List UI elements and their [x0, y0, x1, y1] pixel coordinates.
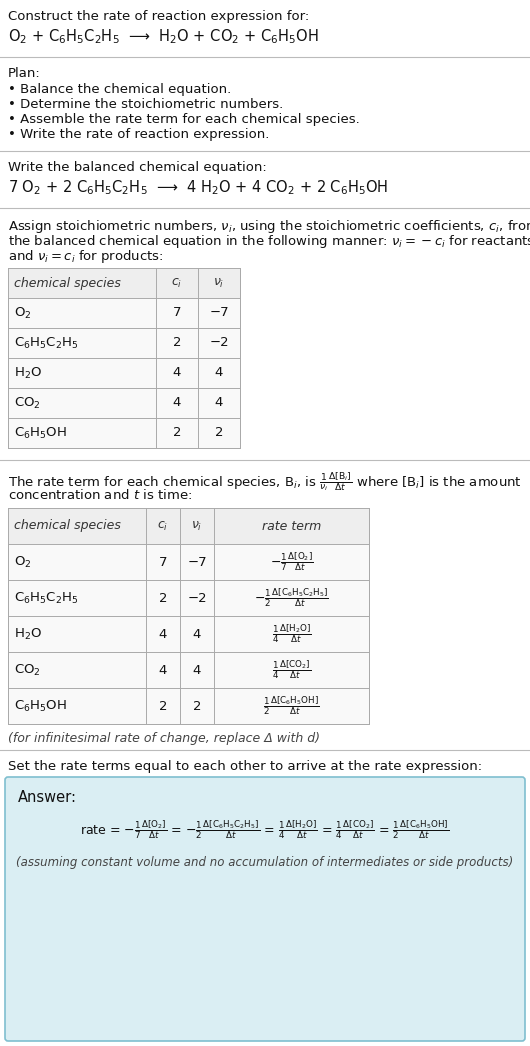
Text: C$_6$H$_5$C$_2$H$_5$: C$_6$H$_5$C$_2$H$_5$ — [14, 590, 78, 606]
Bar — [8, 508, 369, 724]
Text: 7: 7 — [159, 555, 167, 568]
Text: $\nu_i$: $\nu_i$ — [213, 276, 225, 290]
Text: O$_2$: O$_2$ — [14, 554, 31, 570]
Text: Plan:: Plan: — [8, 67, 41, 79]
Text: O$_2$: O$_2$ — [14, 305, 31, 320]
Text: −2: −2 — [209, 337, 229, 349]
Text: 2: 2 — [159, 700, 167, 712]
Text: 7 O$_2$ + 2 C$_6$H$_5$C$_2$H$_5$  ⟶  4 H$_2$O + 4 CO$_2$ + 2 C$_6$H$_5$OH: 7 O$_2$ + 2 C$_6$H$_5$C$_2$H$_5$ ⟶ 4 H$_… — [8, 178, 388, 197]
Text: O$_2$ + C$_6$H$_5$C$_2$H$_5$  ⟶  H$_2$O + CO$_2$ + C$_6$H$_5$OH: O$_2$ + C$_6$H$_5$C$_2$H$_5$ ⟶ H$_2$O + … — [8, 27, 319, 46]
Text: and $\nu_i = c_i$ for products:: and $\nu_i = c_i$ for products: — [8, 248, 164, 265]
Text: −7: −7 — [209, 306, 229, 319]
Text: 2: 2 — [173, 337, 181, 349]
Text: the balanced chemical equation in the following manner: $\nu_i = -c_i$ for react: the balanced chemical equation in the fo… — [8, 233, 530, 250]
Text: 4: 4 — [193, 663, 201, 677]
Text: 7: 7 — [173, 306, 181, 319]
Text: 4: 4 — [173, 366, 181, 380]
Text: CO$_2$: CO$_2$ — [14, 662, 41, 678]
Text: Set the rate terms equal to each other to arrive at the rate expression:: Set the rate terms equal to each other t… — [8, 760, 482, 773]
Text: $c_i$: $c_i$ — [171, 276, 183, 290]
Text: 2: 2 — [193, 700, 201, 712]
Text: −7: −7 — [187, 555, 207, 568]
FancyBboxPatch shape — [5, 777, 525, 1041]
Text: $-\frac{1}{7}\frac{\Delta[\mathrm{O}_2]}{\Delta t}$: $-\frac{1}{7}\frac{\Delta[\mathrm{O}_2]}… — [270, 550, 313, 573]
Text: rate term: rate term — [262, 520, 321, 532]
Text: C$_6$H$_5$OH: C$_6$H$_5$OH — [14, 699, 67, 713]
Text: Write the balanced chemical equation:: Write the balanced chemical equation: — [8, 161, 267, 174]
Text: • Balance the chemical equation.: • Balance the chemical equation. — [8, 83, 231, 96]
Text: • Assemble the rate term for each chemical species.: • Assemble the rate term for each chemic… — [8, 113, 360, 126]
Bar — [8, 268, 240, 298]
Text: Assign stoichiometric numbers, $\nu_i$, using the stoichiometric coefficients, $: Assign stoichiometric numbers, $\nu_i$, … — [8, 218, 530, 235]
Bar — [8, 268, 240, 448]
Text: $\frac{1}{2}\frac{\Delta[\mathrm{C_6H_5OH}]}{\Delta t}$: $\frac{1}{2}\frac{\Delta[\mathrm{C_6H_5O… — [263, 695, 320, 718]
Text: $\frac{1}{4}\frac{\Delta[\mathrm{H_2O}]}{\Delta t}$: $\frac{1}{4}\frac{\Delta[\mathrm{H_2O}]}… — [272, 622, 311, 645]
Text: 2: 2 — [173, 427, 181, 439]
Text: chemical species: chemical species — [14, 520, 121, 532]
Text: 2: 2 — [159, 591, 167, 605]
Text: 4: 4 — [173, 396, 181, 409]
Text: 2: 2 — [215, 427, 223, 439]
Text: (assuming constant volume and no accumulation of intermediates or side products): (assuming constant volume and no accumul… — [16, 856, 514, 869]
Text: $-\frac{1}{2}\frac{\Delta[\mathrm{C_6H_5C_2H_5}]}{\Delta t}$: $-\frac{1}{2}\frac{\Delta[\mathrm{C_6H_5… — [254, 587, 329, 610]
Text: • Write the rate of reaction expression.: • Write the rate of reaction expression. — [8, 128, 269, 141]
Text: $\nu_i$: $\nu_i$ — [191, 520, 202, 532]
Text: $\frac{1}{4}\frac{\Delta[\mathrm{CO_2}]}{\Delta t}$: $\frac{1}{4}\frac{\Delta[\mathrm{CO_2}]}… — [272, 659, 311, 681]
Text: Construct the rate of reaction expression for:: Construct the rate of reaction expressio… — [8, 10, 309, 23]
Text: • Determine the stoichiometric numbers.: • Determine the stoichiometric numbers. — [8, 98, 283, 111]
Text: concentration and $t$ is time:: concentration and $t$ is time: — [8, 488, 192, 502]
Text: $c_i$: $c_i$ — [157, 520, 169, 532]
Text: The rate term for each chemical species, B$_i$, is $\frac{1}{\nu_i}\frac{\Delta[: The rate term for each chemical species,… — [8, 470, 522, 493]
Text: 4: 4 — [215, 396, 223, 409]
Text: C$_6$H$_5$C$_2$H$_5$: C$_6$H$_5$C$_2$H$_5$ — [14, 336, 78, 350]
Text: 4: 4 — [193, 628, 201, 640]
Text: H$_2$O: H$_2$O — [14, 627, 42, 641]
Text: Answer:: Answer: — [18, 790, 77, 805]
Text: −2: −2 — [187, 591, 207, 605]
Bar — [8, 508, 369, 544]
Text: rate = $-\frac{1}{7}\frac{\Delta[\mathrm{O_2}]}{\Delta t}$ = $-\frac{1}{2}\frac{: rate = $-\frac{1}{7}\frac{\Delta[\mathrm… — [81, 818, 449, 841]
Text: H$_2$O: H$_2$O — [14, 365, 42, 381]
Text: 4: 4 — [159, 628, 167, 640]
Text: (for infinitesimal rate of change, replace Δ with d): (for infinitesimal rate of change, repla… — [8, 732, 320, 745]
Text: 4: 4 — [215, 366, 223, 380]
Text: CO$_2$: CO$_2$ — [14, 395, 41, 410]
Text: C$_6$H$_5$OH: C$_6$H$_5$OH — [14, 426, 67, 440]
Text: 4: 4 — [159, 663, 167, 677]
Text: chemical species: chemical species — [14, 276, 121, 290]
